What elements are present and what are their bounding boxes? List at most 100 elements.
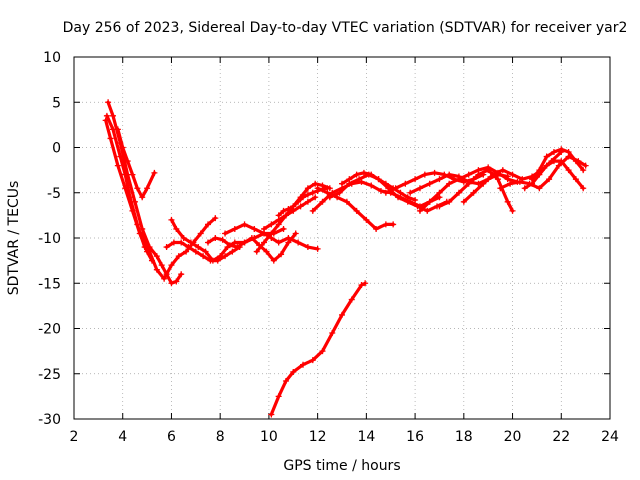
data-point [270,257,277,264]
data-point [134,185,141,192]
data-point [446,180,453,187]
data-point [280,225,287,232]
series-line [104,118,154,263]
data-point [173,225,180,232]
data-point [146,248,153,255]
data-point [222,230,229,237]
data-point [109,112,116,119]
data-point [304,198,311,205]
x-axis-label: GPS time / hours [283,458,400,474]
data-point [268,221,275,228]
data-point [300,361,307,368]
data-point [175,253,182,260]
data-point [202,248,209,255]
chart-title: Day 256 of 2023, Sidereal Day-to-day VTE… [63,20,628,36]
data-point [231,239,238,246]
data-point [390,221,397,228]
data-point [494,176,501,183]
series-sat-3 [103,112,148,251]
data-point [353,171,360,178]
series-sat-8 [205,230,299,264]
data-point [470,189,477,196]
data-point [119,144,126,151]
data-point [290,368,297,375]
data-point [329,330,336,337]
series-sat-25 [268,280,369,418]
data-point [504,173,511,180]
data-point [282,377,289,384]
data-point [426,180,433,187]
series-sat-24 [521,158,587,192]
series-sat-4 [114,126,158,201]
data-point [314,185,321,192]
data-point [497,185,504,192]
data-point [424,207,431,214]
y-tick-label: 5 [52,95,61,111]
series-line [105,114,147,249]
data-point [319,348,326,355]
data-point [197,230,204,237]
data-point [278,251,285,258]
data-point [114,162,121,169]
y-tick-label: -20 [38,322,61,338]
data-point [153,266,160,273]
y-tick-label: -15 [38,276,61,292]
data-point [253,248,260,255]
data-point [309,357,316,364]
data-point [263,248,270,255]
y-tick-label: -5 [47,186,61,202]
data-point [163,244,170,251]
data-point [231,225,238,232]
series-line [269,281,367,417]
data-point [550,149,557,156]
series-sat-10 [253,180,333,255]
data-point [248,235,255,241]
data-point [144,185,151,192]
data-point [241,221,248,228]
data-point [382,221,389,228]
data-point [314,245,321,252]
data-point [151,169,158,176]
x-tick-label: 22 [552,429,570,445]
grid-lines [74,57,610,419]
data-point [285,235,292,241]
data-point [446,198,453,205]
data-point [158,262,165,269]
x-tick-label: 16 [406,429,424,445]
x-tick-labels: 2 4 6 8 10 12 14 16 18 20 22 24 [70,429,619,445]
data-point [507,180,514,187]
data-point [168,280,175,287]
x-tick-label: 18 [455,429,473,445]
data-point [261,239,268,246]
data-point [200,253,207,260]
data-point [382,189,389,196]
data-point [195,244,202,251]
data-point [565,149,572,156]
data-point [436,203,443,210]
data-point [173,278,180,285]
data-point [280,207,287,214]
data-point [185,244,192,251]
data-point [521,185,528,192]
data-point [326,194,333,201]
data-point [455,189,462,196]
data-point [546,176,553,183]
data-point [395,194,402,201]
data-point [580,167,587,174]
data-point [465,180,472,187]
data-point [480,180,487,187]
data-point [170,239,177,246]
data-point [431,169,438,176]
data-point [353,207,360,214]
data-point [285,206,292,213]
data-point [192,248,199,255]
data-point [234,244,241,251]
x-tick-label: 10 [260,429,278,445]
data-point [292,230,299,237]
data-point [446,171,453,178]
data-point [375,176,382,183]
data-point [290,203,297,210]
data-point [343,198,350,205]
data-point [404,194,411,201]
